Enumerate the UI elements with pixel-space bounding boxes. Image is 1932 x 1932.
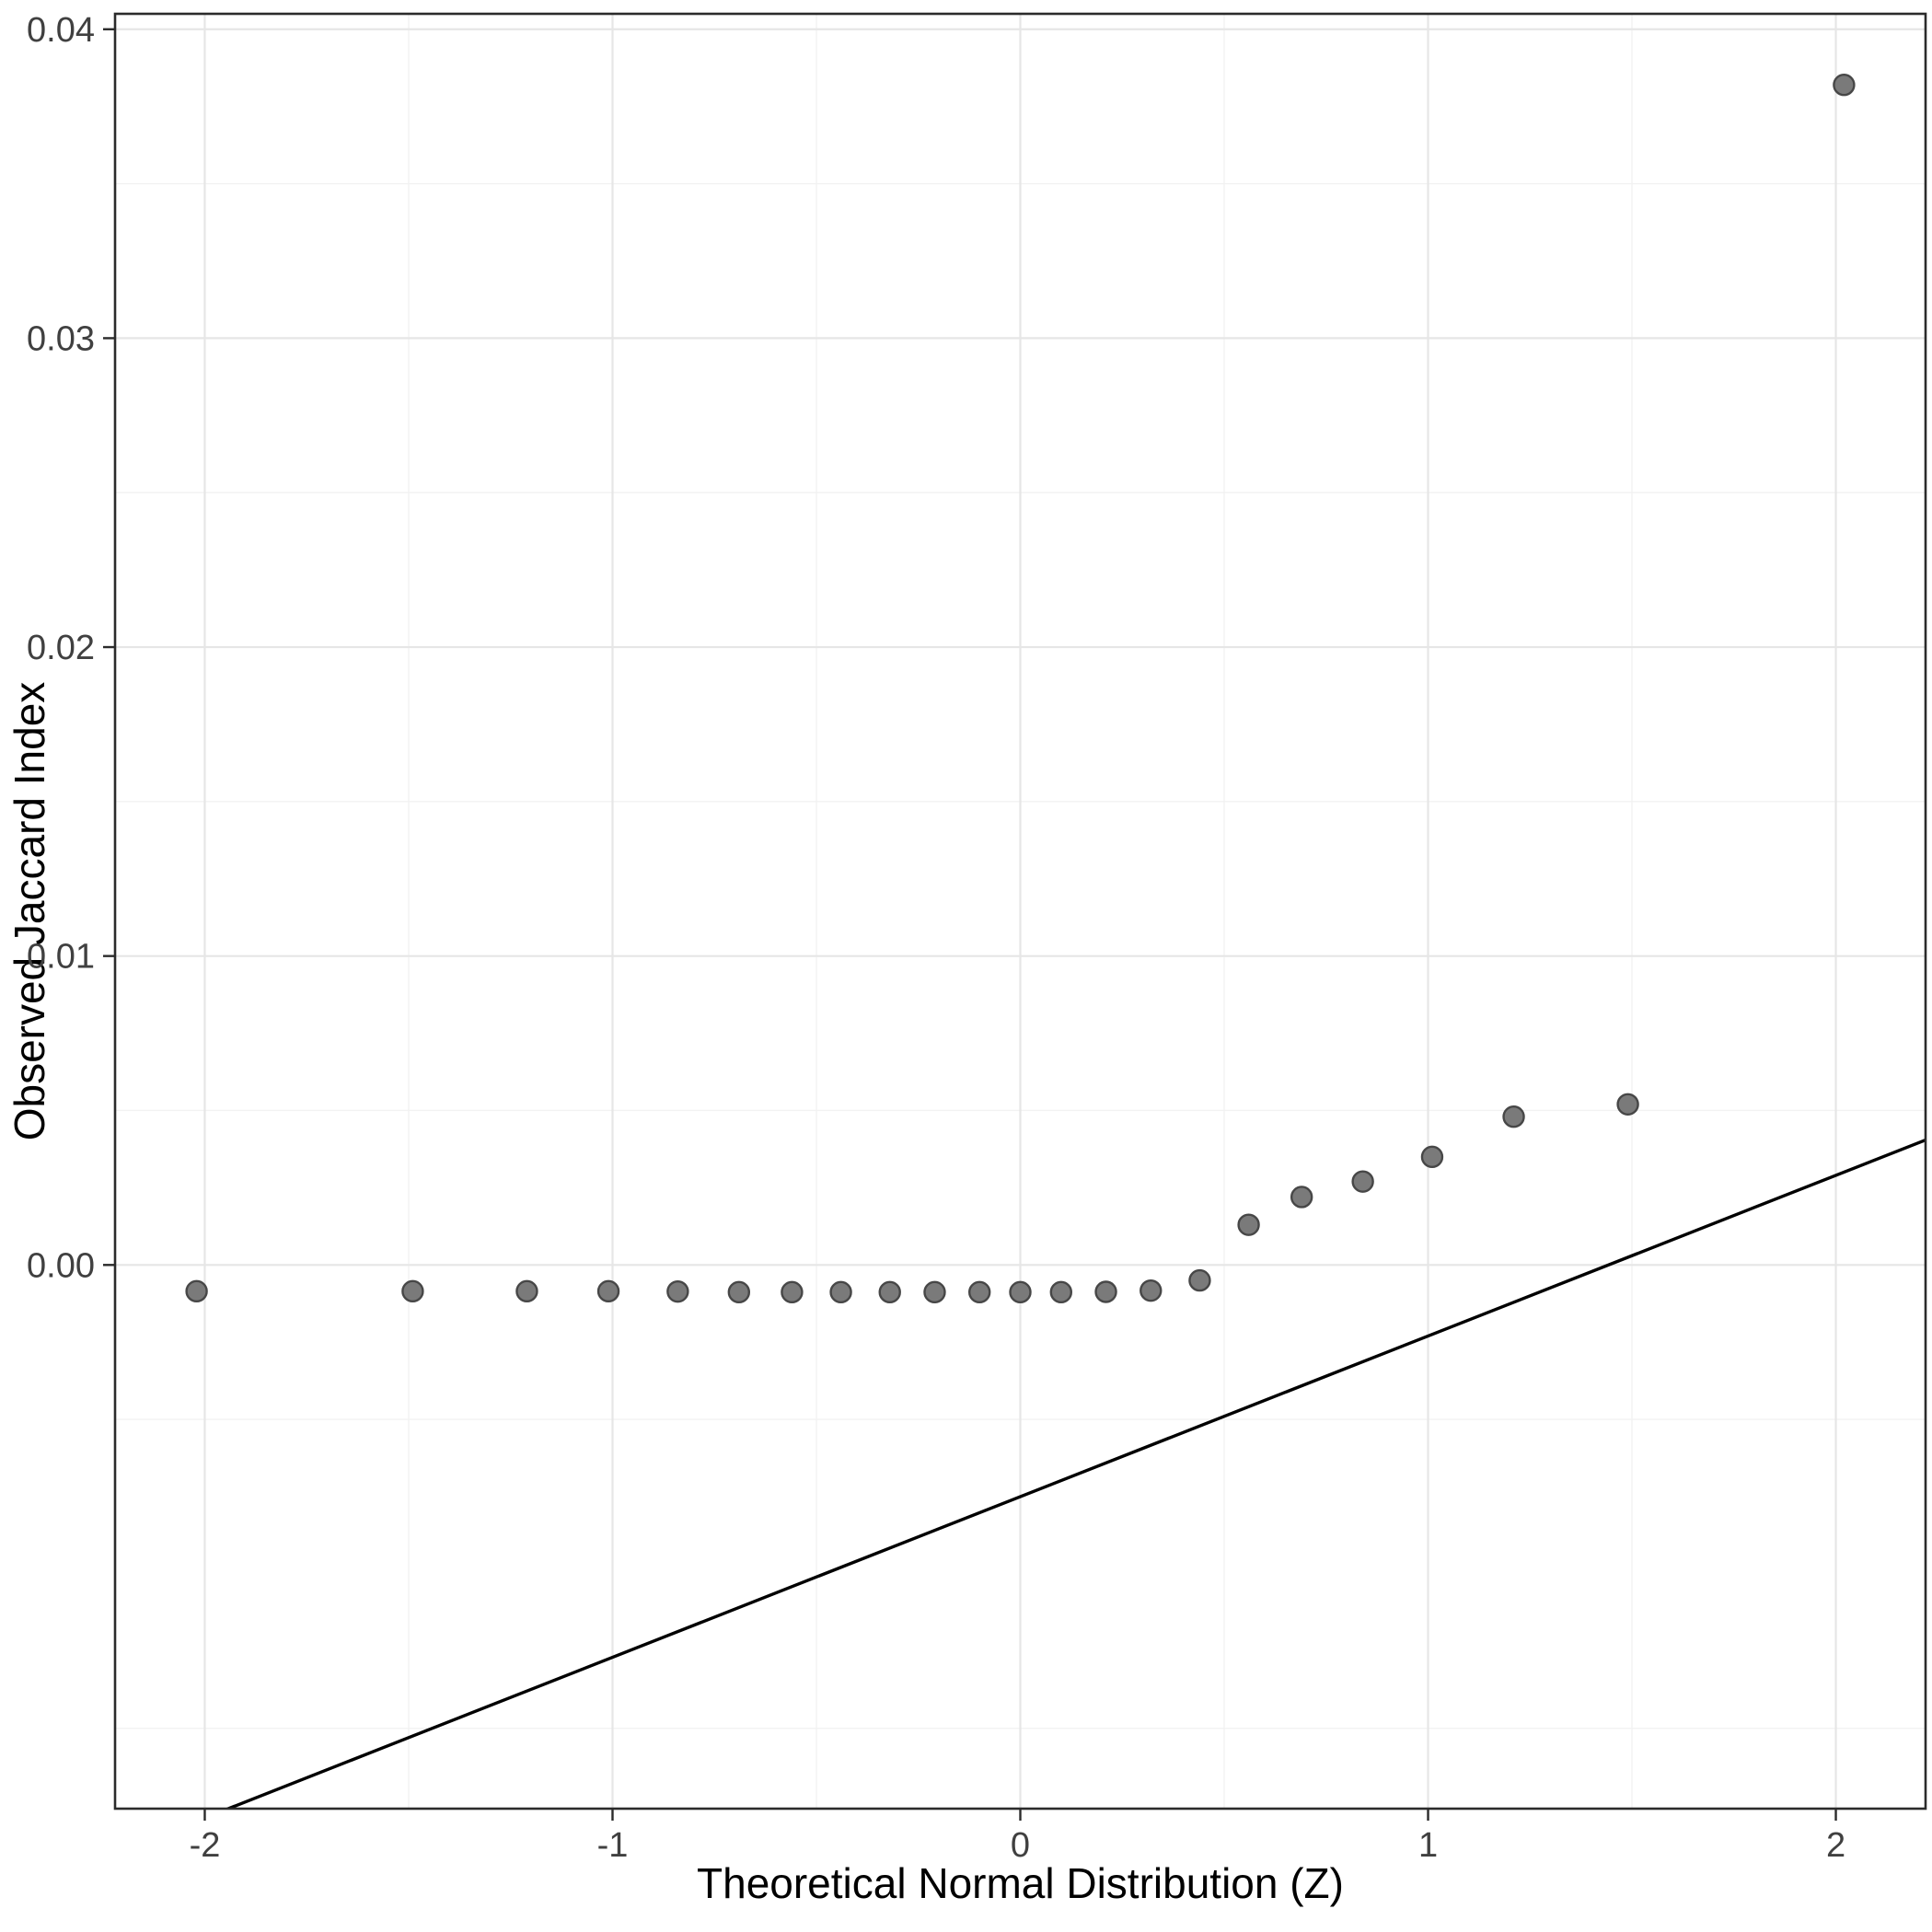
data-point <box>781 1280 804 1304</box>
data-point <box>878 1280 901 1304</box>
data-point <box>1188 1268 1211 1292</box>
x-tick-label: -2 <box>190 1826 221 1865</box>
data-point <box>1833 73 1856 97</box>
y-axis: 0.00 0.01 0.02 0.03 0.04 <box>27 11 115 1285</box>
x-axis-title: Theoretical Normal Distribution (Z) <box>697 1859 1344 1907</box>
data-point <box>185 1279 208 1303</box>
x-axis: -2 -1 0 1 2 <box>190 1809 1845 1865</box>
data-point <box>596 1279 620 1303</box>
x-tick-label: 1 <box>1418 1826 1438 1865</box>
data-point <box>829 1280 852 1304</box>
grid-major <box>115 14 1926 1809</box>
data-points <box>185 73 1856 1304</box>
data-point <box>1009 1280 1032 1304</box>
data-point <box>1237 1213 1260 1236</box>
data-point <box>1140 1278 1163 1302</box>
y-tick-label: 0.04 <box>27 11 95 50</box>
data-point <box>666 1279 689 1303</box>
x-tick-label: -1 <box>597 1826 629 1865</box>
data-point <box>1616 1093 1639 1116</box>
data-point <box>401 1279 424 1303</box>
y-tick-label: 0.01 <box>27 938 95 977</box>
data-point <box>515 1279 538 1303</box>
data-point <box>1351 1170 1374 1193</box>
y-tick-label: 0.03 <box>27 319 95 358</box>
y-tick-label: 0.02 <box>27 629 95 667</box>
y-axis-title: Observed Jaccard Index <box>6 682 53 1141</box>
data-point <box>967 1280 991 1304</box>
reference-line <box>224 1138 1926 1809</box>
data-point <box>1420 1145 1444 1169</box>
data-point <box>727 1280 751 1304</box>
data-point <box>1290 1186 1313 1209</box>
data-point <box>1502 1105 1525 1128</box>
data-point <box>1049 1280 1073 1304</box>
x-tick-label: 0 <box>1011 1826 1030 1865</box>
x-tick-label: 2 <box>1826 1826 1845 1865</box>
data-point <box>1094 1280 1117 1303</box>
data-point <box>923 1280 946 1304</box>
y-tick-label: 0.00 <box>27 1246 95 1285</box>
